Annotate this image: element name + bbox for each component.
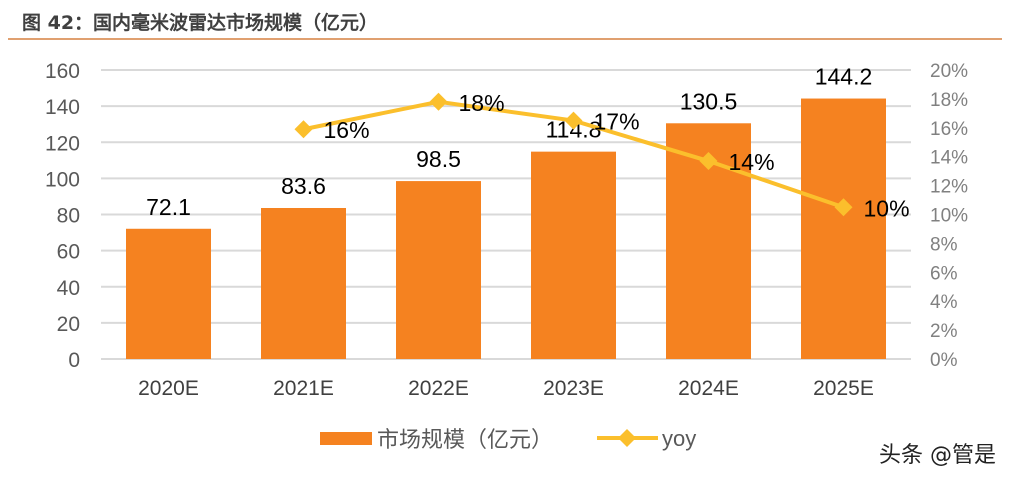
right-tick-label: 2% [930, 321, 958, 342]
left-tick-label: 100 [45, 168, 80, 191]
bar-data-label: 130.5 [680, 88, 738, 114]
yoy-data-label: 14% [729, 149, 775, 175]
x-tick-label: 2023E [543, 377, 604, 400]
yoy-data-label: 16% [324, 117, 370, 143]
left-tick-label: 80 [57, 205, 80, 228]
yoy-data-label: 10% [864, 195, 910, 221]
right-tick-label: 10% [930, 206, 968, 227]
legend-swatch-bar [320, 432, 372, 445]
legend-label-line: yoy [662, 426, 696, 451]
left-tick-label: 140 [45, 96, 80, 119]
right-tick-label: 20% [930, 61, 968, 82]
right-tick-label: 18% [930, 90, 968, 111]
right-tick-label: 16% [930, 119, 968, 140]
yoy-marker [564, 111, 583, 130]
bar [531, 151, 616, 359]
x-tick-label: 2024E [678, 377, 739, 400]
x-tick-label: 2025E [813, 377, 874, 400]
right-tick-label: 4% [930, 292, 958, 313]
yoy-marker [699, 152, 718, 171]
bar-data-label: 72.1 [146, 194, 191, 220]
bar [261, 207, 346, 359]
yoy-marker [429, 92, 448, 111]
right-tick-label: 8% [930, 234, 958, 255]
right-tick-label: 14% [930, 148, 968, 169]
left-tick-label: 20 [57, 313, 80, 336]
bar-data-label: 83.6 [281, 173, 326, 199]
title-divider [8, 38, 1002, 40]
watermark: 头条 @管是 [879, 443, 996, 468]
bar-data-label: 144.2 [815, 64, 873, 90]
yoy-marker [294, 120, 313, 139]
bar [126, 228, 211, 359]
left-tick-label: 160 [45, 60, 80, 83]
yoy-data-label: 18% [459, 90, 505, 116]
right-tick-label: 0% [930, 350, 958, 371]
bar [801, 98, 886, 359]
x-tick-label: 2022E [408, 377, 469, 400]
right-tick-label: 6% [930, 263, 958, 284]
x-tick-label: 2021E [273, 377, 334, 400]
yoy-data-label: 17% [594, 109, 640, 135]
left-tick-label: 120 [45, 132, 80, 155]
yoy-marker [834, 198, 853, 217]
x-tick-label: 2020E [138, 377, 199, 400]
legend-label-bar: 市场规模（亿元） [377, 428, 553, 453]
left-tick-label: 60 [57, 241, 80, 264]
right-tick-label: 12% [930, 177, 968, 198]
left-tick-label: 0 [68, 349, 80, 372]
bar-data-label: 98.5 [416, 146, 461, 172]
figure-title: 图 42：国内毫米波雷达市场规模（亿元） [22, 12, 379, 34]
left-tick-label: 40 [57, 277, 80, 300]
bar [396, 181, 481, 359]
legend-marker-diamond [618, 429, 636, 447]
